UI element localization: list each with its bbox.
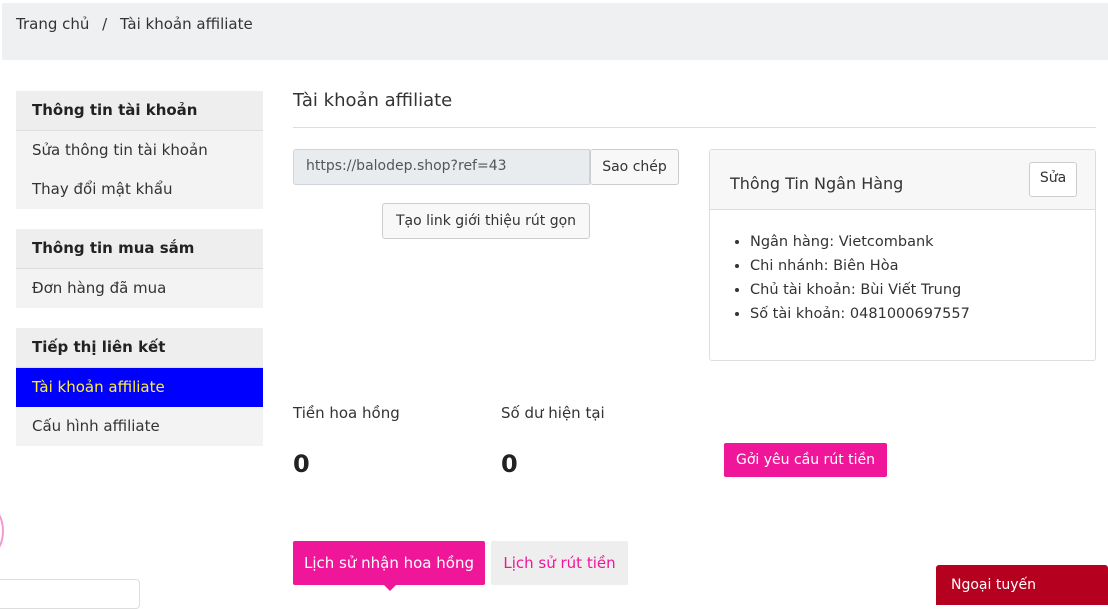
bank-item: Chi nhánh: Biên Hòa [750,254,1095,278]
sidebar-group: Tiếp thị liên kết Tài khoản affiliate Cấu … [16,328,263,446]
sidebar-item[interactable]: Cấu hình affiliate [16,407,263,446]
ref-link-input[interactable]: https://balodep.shop?ref=43 [293,149,590,185]
bank-list: Ngân hàng: VietcombankChi nhánh: Biên Hò… [710,230,1095,326]
tab[interactable]: Lịch sử rút tiền [491,541,628,585]
copy-button[interactable]: Sao chép [590,149,679,185]
breadcrumb-link[interactable]: Trang chủ [16,15,90,33]
bank-item: Chủ tài khoản: Bùi Viết Trung [750,278,1095,302]
bank-item: Số tài khoản: 0481000697557 [750,302,1095,326]
bank-card: Thông Tin Ngân Hàng Sửa Ngân hàng: Vietc… [709,149,1096,361]
short-link-button[interactable]: Tạo link giới thiệu rút gọn [382,203,590,239]
sidebar-group: Thông tin tài khoản Sửa thông tin tài kho… [16,91,263,209]
chat-widget[interactable]: Ngoại tuyến [936,565,1108,605]
bank-title: Thông Tin Ngân Hàng [730,174,904,193]
sidebar-item[interactable]: Đơn hàng đã mua [16,269,263,308]
breadcrumb-separator: / [102,15,108,33]
stat-value: 0 [293,450,310,478]
floating-icon[interactable] [0,505,4,557]
breadcrumb: Trang chủ / Tài khoản affiliate [2,3,1108,60]
stat-label: Tiền hoa hồng [293,404,400,422]
sidebar-item[interactable]: Tài khoản affiliate [16,368,263,407]
tab-arrow [383,584,397,591]
sidebar: Thông tin tài khoản Sửa thông tin tài kho… [16,91,263,446]
breadcrumb-current: Tài khoản affiliate [120,15,253,33]
stat-value: 0 [501,450,518,478]
sidebar-group: Thông tin mua sắm Đơn hàng đã mua [16,229,263,308]
sidebar-group-title: Thông tin tài khoản [16,91,263,131]
sidebar-item[interactable]: Sửa thông tin tài khoản [16,131,263,170]
tab-active[interactable]: Lịch sử nhận hoa hồng [293,541,485,585]
floating-box [0,579,140,609]
sidebar-group-title: Tiếp thị liên kết [16,328,263,368]
withdraw-button[interactable]: Gởi yêu cầu rút tiền [724,443,887,477]
sidebar-item[interactable]: Thay đổi mật khẩu [16,170,263,209]
chat-status: Ngoại tuyến [951,577,1036,593]
edit-button[interactable]: Sửa [1029,162,1077,197]
bank-item: Ngân hàng: Vietcombank [750,230,1095,254]
page: Trang chủ / Tài khoản affiliate Thông ti… [0,0,1108,589]
page-title: Tài khoản affiliate [293,90,453,111]
bank-card-header: Thông Tin Ngân Hàng Sửa [710,150,1095,210]
divider [293,127,1096,128]
sidebar-group-title: Thông tin mua sắm [16,229,263,269]
stat-label: Số dư hiện tại [501,404,605,422]
